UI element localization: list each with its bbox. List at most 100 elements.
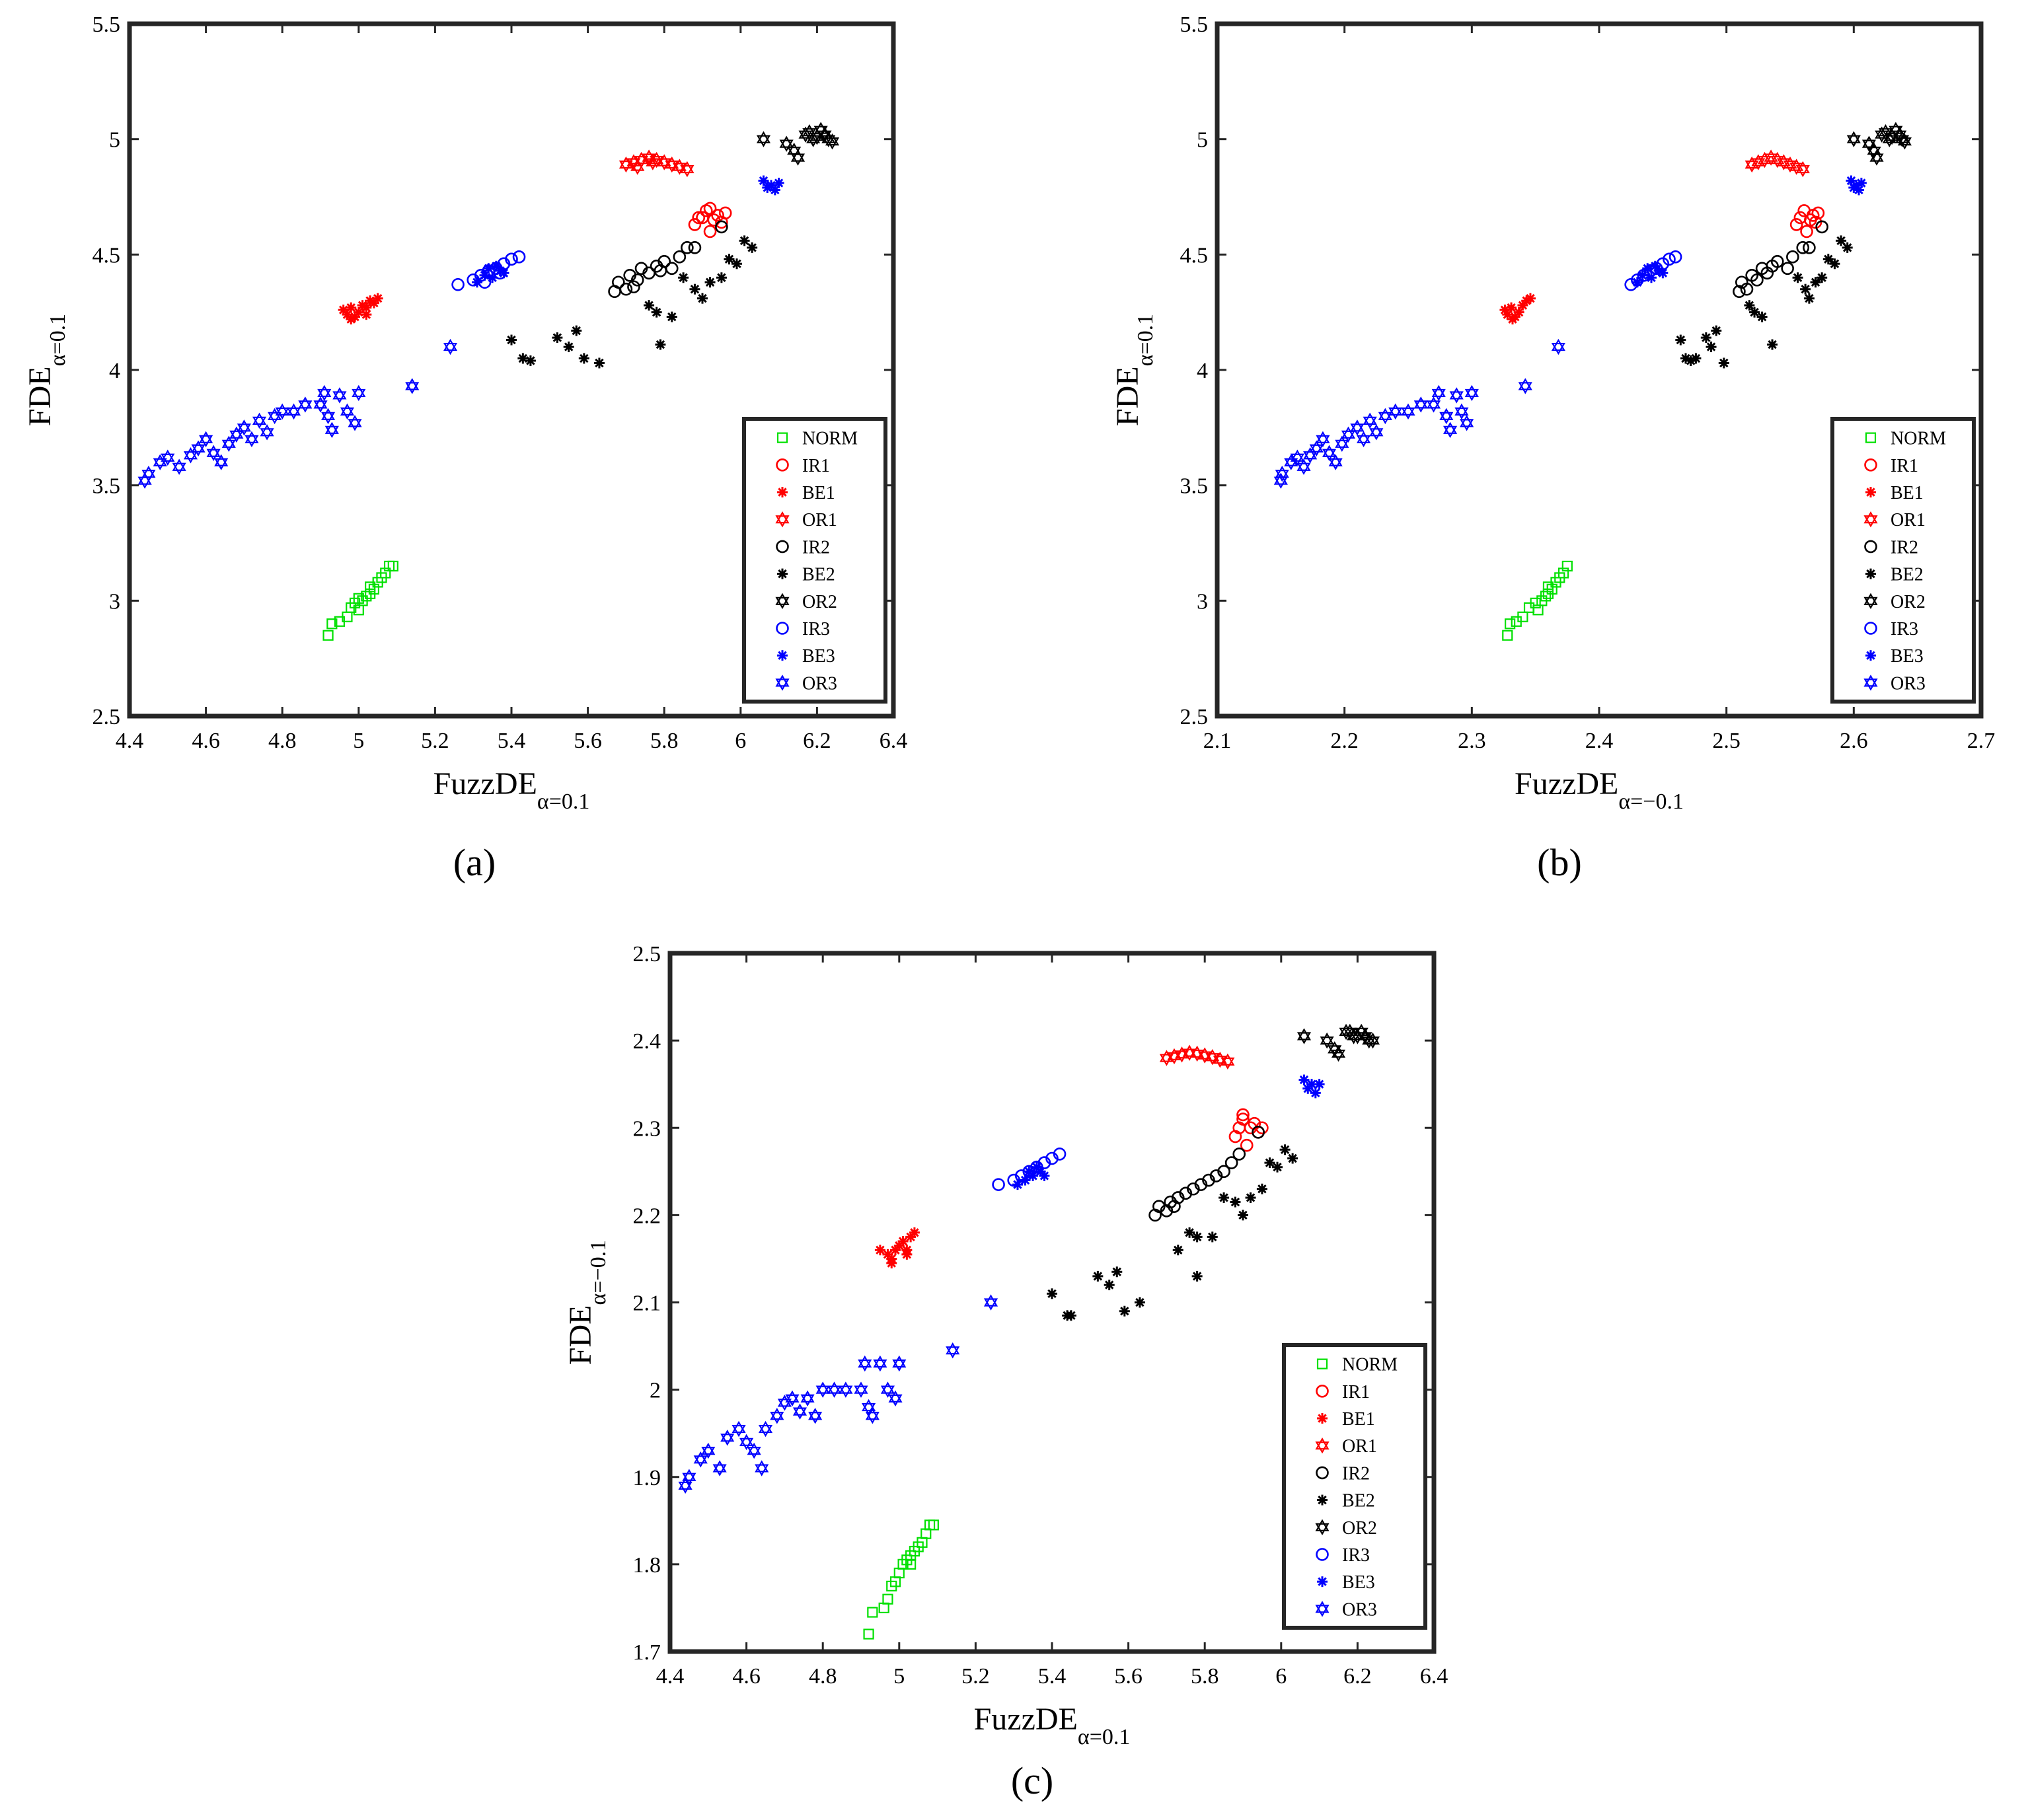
- series-ir1: [1228, 1108, 1269, 1152]
- point-ir3: [1669, 250, 1682, 264]
- point-be2: [1245, 1192, 1256, 1203]
- point-norm: [905, 1558, 917, 1570]
- point-be2: [1810, 277, 1821, 288]
- point-be1: [1506, 302, 1517, 313]
- point-be3: [1028, 1170, 1039, 1181]
- point-or2: [825, 133, 840, 150]
- point-be3: [487, 272, 498, 283]
- point-or1: [672, 159, 687, 175]
- series-be3: [471, 175, 784, 288]
- point-ir2: [1796, 241, 1810, 254]
- legend-label: BE3: [1342, 1572, 1375, 1593]
- point-ir2: [1232, 1147, 1246, 1161]
- legend-label: NORM: [802, 429, 858, 449]
- point-be2: [1792, 272, 1803, 283]
- point-or3: [678, 1477, 693, 1494]
- series-ir2: [1733, 220, 1828, 299]
- point-be2: [552, 332, 563, 344]
- point-or3: [861, 1399, 876, 1416]
- legend-label: OR2: [802, 592, 837, 612]
- point-ir1: [688, 218, 702, 231]
- point-or3: [808, 1408, 823, 1424]
- point-be3: [1632, 277, 1643, 288]
- y-tick-label: 5: [1197, 128, 1208, 153]
- point-be2: [747, 242, 758, 253]
- series-ir2: [1148, 1126, 1265, 1222]
- point-or3: [1454, 403, 1469, 420]
- legend-entry-ir2: IR2: [776, 537, 830, 558]
- point-or1: [657, 154, 671, 170]
- legend-entry-be1: BE1: [1865, 483, 1924, 503]
- point-or3: [141, 465, 156, 482]
- point-or3: [888, 1390, 903, 1407]
- legend-label: IR1: [802, 456, 830, 476]
- point-norm: [368, 583, 380, 595]
- point-or2: [1846, 131, 1861, 147]
- point-or3: [1350, 419, 1365, 436]
- point-or3: [1357, 431, 1371, 448]
- series-be2: [506, 235, 758, 369]
- point-norm: [387, 560, 398, 572]
- point-or3: [1290, 449, 1304, 466]
- x-tick-label: 6.4: [880, 729, 908, 753]
- legend-marker-ir3: [1864, 622, 1877, 635]
- x-tick-label: 2.6: [1840, 729, 1868, 753]
- legend-entry-or2: OR2: [775, 592, 837, 612]
- point-or3: [739, 1434, 754, 1451]
- point-or3: [260, 424, 274, 441]
- legend-marker-or1: [1863, 511, 1878, 528]
- legend-entry-ir3: IR3: [1864, 619, 1918, 639]
- legend-entry-or2: OR2: [1315, 1518, 1377, 1539]
- point-ir3: [1663, 252, 1676, 266]
- point-be2: [697, 293, 708, 304]
- point-or2: [1331, 1045, 1346, 1062]
- legend-entry-or3: OR3: [1315, 1599, 1377, 1620]
- point-norm: [1557, 567, 1569, 579]
- point-be3: [1637, 270, 1648, 281]
- legend-marker-be3: [1865, 650, 1876, 661]
- point-be2: [1219, 1192, 1230, 1203]
- point-norm: [380, 567, 391, 579]
- point-be2: [593, 357, 605, 369]
- point-ir1: [703, 201, 717, 215]
- point-or3: [858, 1355, 872, 1372]
- point-norm: [882, 1593, 893, 1605]
- series-norm: [322, 560, 398, 641]
- legend-label: NORM: [1342, 1355, 1398, 1375]
- legend-label: OR3: [1342, 1599, 1377, 1620]
- point-be2: [1756, 311, 1768, 322]
- x-tick-label: 5.6: [574, 729, 602, 753]
- point-ir2: [654, 264, 667, 277]
- legend-entry-be2: BE2: [1317, 1491, 1375, 1511]
- point-or3: [1431, 384, 1446, 402]
- legend: NORM IR1 BE1 OR1 IR2 BE2 OR2 IR3 BE3 OR3: [1830, 417, 1976, 704]
- point-be2: [1800, 283, 1811, 295]
- point-ir2: [612, 275, 625, 289]
- point-be1: [346, 302, 357, 313]
- y-tick-label: 3: [109, 589, 120, 614]
- series-be2: [1047, 1144, 1298, 1321]
- legend-label: OR2: [1891, 592, 1926, 612]
- point-ir3: [1053, 1147, 1067, 1161]
- point-be2: [1272, 1161, 1283, 1173]
- series-be3: [1632, 175, 1867, 288]
- x-tick-label: 5.8: [650, 729, 679, 753]
- point-or2: [790, 149, 806, 166]
- point-or2: [1897, 133, 1912, 150]
- legend-marker-or3: [1863, 674, 1878, 691]
- point-ir1: [1789, 218, 1803, 231]
- x-tick-label: 2.4: [1585, 729, 1614, 753]
- point-be2: [1767, 339, 1778, 350]
- legend-entry-or3: OR3: [775, 673, 837, 694]
- point-or3: [747, 1442, 761, 1459]
- y-tick-label: 3.5: [1180, 474, 1209, 499]
- scatter-panel-3: 4.4 4.6 4.8 5 5.2 5.4 5.6 5.8 6 6.2 6.4 1.7 1.8 1.9 2 2…: [563, 942, 1448, 1749]
- point-ir1: [1800, 225, 1813, 238]
- point-or3: [286, 403, 301, 420]
- point-be2: [1744, 300, 1755, 311]
- x-tick-label: 5.4: [1038, 1664, 1067, 1689]
- series-or2: [1846, 122, 1912, 166]
- point-norm: [1530, 597, 1541, 608]
- point-or3: [340, 403, 355, 420]
- legend-entry-or1: OR1: [1863, 510, 1926, 530]
